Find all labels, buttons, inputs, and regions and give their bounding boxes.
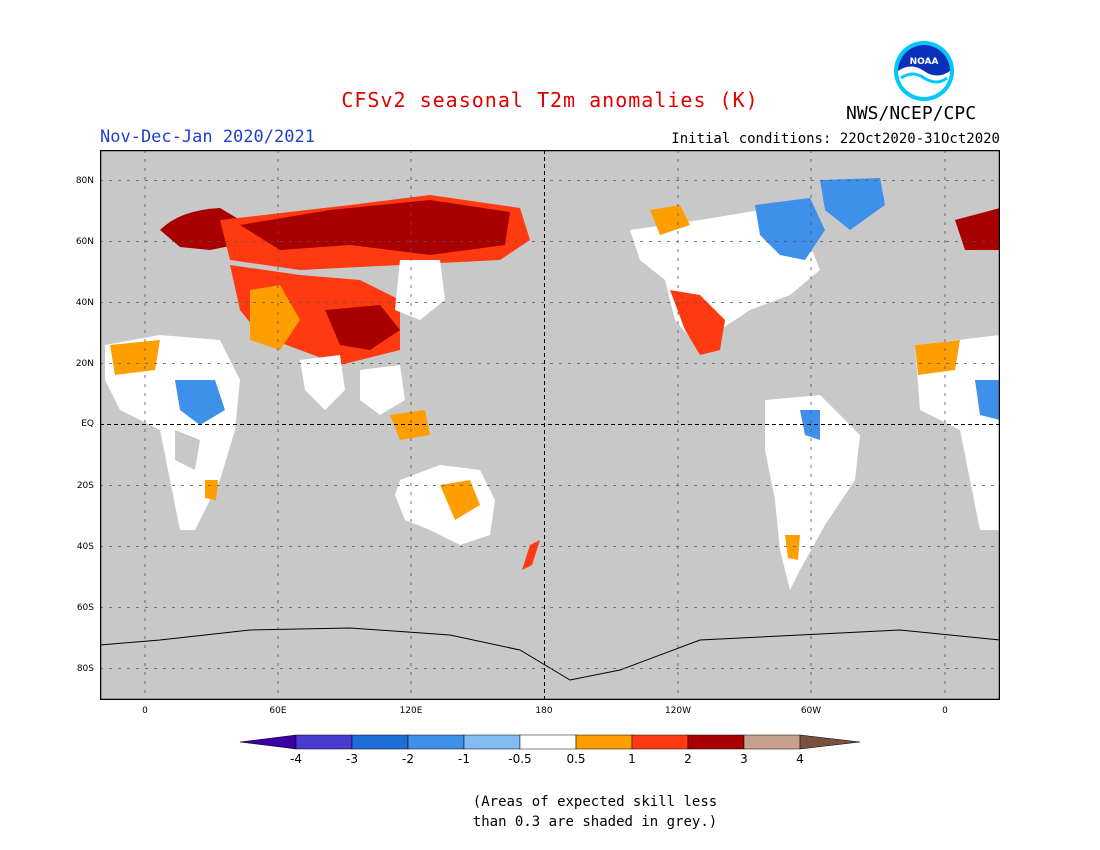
africa-region bbox=[105, 335, 240, 530]
colorbar bbox=[240, 734, 861, 750]
lat-label-60s: 60S bbox=[76, 603, 94, 613]
lat-label-eq: EQ bbox=[81, 419, 94, 429]
lon-label-120w: 120W bbox=[664, 706, 692, 716]
australia-region bbox=[395, 465, 540, 570]
logo-text: NOAA bbox=[910, 57, 939, 67]
colorbar-label: -2 bbox=[402, 752, 414, 766]
map-border bbox=[100, 150, 1000, 700]
skill-note-line2: than 0.3 are shaded in grey.) bbox=[472, 814, 718, 830]
lat-label-80s: 80S bbox=[76, 664, 94, 674]
forecast-period: Nov-Dec-Jan 2020/2021 bbox=[100, 127, 315, 147]
europe-africa-repeat bbox=[915, 208, 1000, 530]
lat-label-60n: 60N bbox=[75, 237, 94, 247]
colorbar-label: 1 bbox=[628, 752, 636, 766]
colorbar-bin bbox=[575, 734, 633, 750]
map-title: CFSv2 seasonal T2m anomalies (K) bbox=[341, 88, 759, 112]
colorbar-label: 2 bbox=[684, 752, 692, 766]
lon-label-180: 180 bbox=[535, 706, 553, 716]
colorbar-label: 3 bbox=[740, 752, 748, 766]
anomaly-map bbox=[100, 150, 1000, 700]
lat-label-20n: 20N bbox=[75, 359, 94, 369]
lat-label-40s: 40S bbox=[76, 542, 94, 552]
colorbar-label: -1 bbox=[458, 752, 470, 766]
colorbar-label: -0.5 bbox=[508, 752, 532, 766]
north-america-region bbox=[630, 178, 885, 355]
colorbar-bin bbox=[519, 734, 577, 750]
colorbar-bin bbox=[687, 734, 745, 750]
lon-label-120e: 120E bbox=[399, 706, 423, 716]
skill-note-line1: (Areas of expected skill less bbox=[472, 794, 718, 810]
colorbar-arrow-right bbox=[799, 734, 861, 750]
lat-label-20s: 20S bbox=[76, 481, 94, 491]
noaa-logo: NOAA bbox=[894, 41, 954, 101]
graticule bbox=[100, 150, 1000, 700]
lat-label-80n: 80N bbox=[75, 176, 94, 186]
equator-dateline bbox=[100, 150, 1000, 700]
colorbar-arrow-left bbox=[240, 734, 297, 750]
lon-label-0: 0 bbox=[142, 706, 148, 716]
colorbar-label: 4 bbox=[796, 752, 804, 766]
colorbar-bin bbox=[631, 734, 689, 750]
lon-label-0-right: 0 bbox=[942, 706, 948, 716]
colorbar-label: -4 bbox=[290, 752, 302, 766]
colorbar-label: -3 bbox=[346, 752, 358, 766]
lon-label-60e: 60E bbox=[269, 706, 287, 716]
skill-note: (Areas of expected skill less than 0.3 a… bbox=[0, 792, 1100, 832]
colorbar-bin bbox=[295, 734, 353, 750]
lat-label-40n: 40N bbox=[75, 298, 94, 308]
colorbar-bin bbox=[743, 734, 801, 750]
lon-label-60w: 60W bbox=[800, 706, 822, 716]
agency-label: NWS/NCEP/CPC bbox=[846, 103, 977, 124]
colorbar-bin bbox=[351, 734, 409, 750]
colorbar-bin bbox=[463, 734, 521, 750]
colorbar-label: 0.5 bbox=[566, 752, 586, 766]
colorbar-bin bbox=[407, 734, 465, 750]
initial-conditions: Initial conditions: 22Oct2020-31Oct2020 bbox=[671, 131, 1000, 147]
